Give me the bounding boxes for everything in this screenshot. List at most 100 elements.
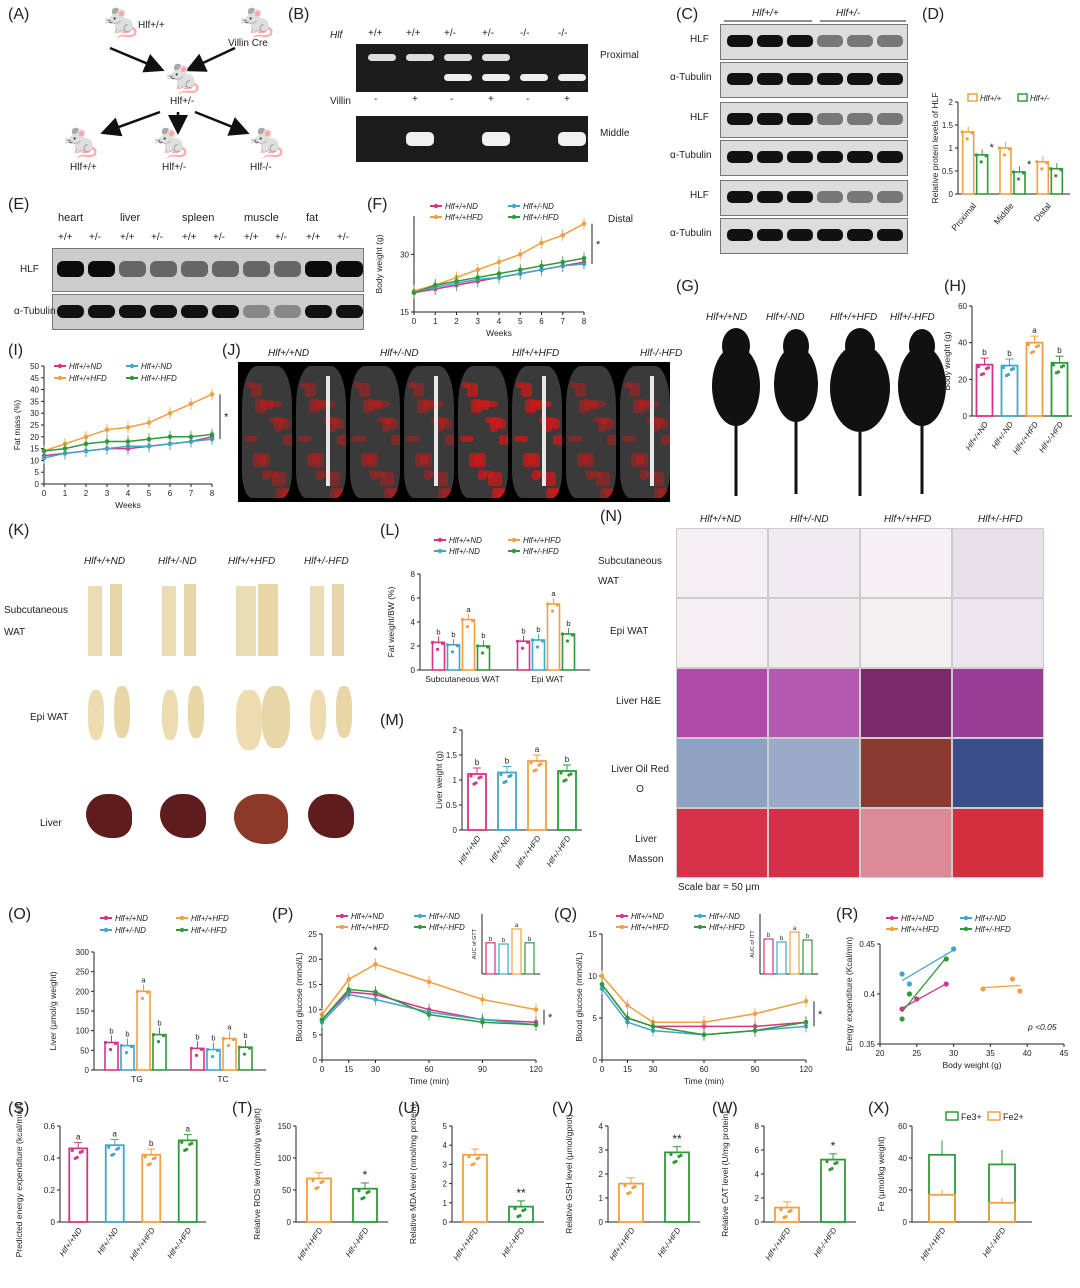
chart-q: 0 5 10 15 Blood glucose (mmol/L) 0 15 30 60 90 120…	[574, 912, 823, 1086]
y-tick-label: 0	[35, 480, 40, 489]
inset-bar	[511, 928, 522, 975]
spine	[542, 376, 546, 486]
y-axis-label: Relative ROS level (nmol/g weight)	[252, 1108, 262, 1240]
significance-star: *	[363, 1168, 368, 1182]
x-tick-label: Hlf+/+HFD	[128, 1226, 157, 1262]
data-dot	[129, 1045, 134, 1049]
data-dot	[183, 1148, 187, 1152]
legend-marker	[963, 915, 969, 921]
significance-letter: b	[1057, 346, 1062, 355]
fat-region	[296, 366, 304, 372]
data-point	[533, 1022, 539, 1028]
row-label: Subcutaneous WAT	[4, 605, 68, 638]
legend-label: Fe3+	[961, 1112, 982, 1122]
data-point	[752, 1011, 758, 1017]
fat-region	[478, 470, 486, 480]
histology-image	[952, 598, 1044, 668]
subcutaneous-wat	[332, 584, 344, 656]
fat-region	[431, 417, 448, 423]
legend-label: Hlf+/-HFD	[191, 926, 227, 935]
fat-region	[514, 436, 528, 442]
group-label: Hlf+/-	[836, 8, 861, 19]
data-point	[517, 267, 523, 273]
data-dot	[103, 1040, 108, 1045]
fat-region	[314, 400, 328, 410]
data-point	[188, 434, 194, 440]
gel-band	[482, 74, 510, 81]
legend-label: Hlf+/+ND	[445, 202, 478, 211]
significance-star: *	[548, 1012, 552, 1024]
legend-label: Hlf+/+ND	[115, 914, 148, 923]
y-tick-label: 0.2	[44, 1186, 56, 1195]
histology-image	[768, 528, 860, 598]
y-axis-label: Relative CAT level (U/mg protein)	[720, 1111, 730, 1237]
bar	[1013, 171, 1026, 195]
data-dot	[124, 1051, 129, 1055]
data-point	[426, 979, 432, 985]
fat-region	[262, 470, 270, 480]
legend-swatch	[987, 1111, 1001, 1121]
legend-marker	[417, 913, 423, 919]
y-tick-label: 25	[30, 421, 39, 430]
fat-region	[417, 399, 428, 413]
fat-region	[607, 435, 616, 445]
x-tick-label: Hlf-/-HFD	[344, 1226, 371, 1259]
y-tick-label: 15	[400, 308, 409, 317]
x-tick-label: TG	[131, 1074, 143, 1084]
y-tick-label: 200	[76, 987, 90, 996]
legend-label: Hlf+/-ND	[709, 912, 740, 921]
fat-region	[566, 366, 574, 372]
region-middle: Middle	[600, 128, 630, 139]
regression-line	[901, 949, 954, 982]
lane-genotype: +/-	[337, 232, 349, 243]
gene-label: Hlf	[330, 30, 343, 41]
fat-region	[413, 383, 424, 397]
region-distal: Distal	[608, 214, 634, 225]
y-tick-label: 20	[30, 433, 39, 442]
histology-image	[860, 668, 952, 738]
data-dot	[199, 1047, 204, 1051]
ct-label: Hlf+/+ND	[268, 348, 310, 359]
fat-region	[316, 470, 324, 480]
fat-region	[476, 400, 490, 410]
data-dot	[623, 1184, 627, 1188]
legend-marker	[889, 926, 895, 932]
x-tick-label: 7	[189, 489, 194, 498]
bar-fe2	[988, 1201, 1016, 1223]
legend-label: Hlf+/-ND	[449, 547, 480, 556]
p-value-note: p <0.05	[1027, 1022, 1057, 1032]
histology-image	[768, 598, 860, 668]
data-dot	[210, 1054, 215, 1059]
data-dot	[525, 640, 530, 644]
fat-region	[377, 417, 394, 423]
y-tick-label: 5	[593, 1014, 598, 1023]
fat-region	[389, 489, 400, 498]
legend-label: Hlf+/+HFD	[191, 914, 229, 923]
significance-letter: b	[566, 619, 570, 628]
blot-row-label: HLF	[690, 34, 709, 45]
blot-band	[727, 151, 753, 163]
x-tick-label: Hlf+/+HFD	[452, 1226, 481, 1262]
blot-band	[877, 73, 903, 85]
blot-band	[727, 113, 753, 125]
legend-swatch	[945, 1111, 959, 1121]
blot-band	[727, 35, 753, 47]
subcutaneous-wat	[110, 584, 122, 656]
data-point	[803, 1019, 809, 1025]
data-dot	[485, 645, 490, 649]
row-label: Liver Masson	[628, 834, 664, 865]
mouse-silhouettes	[712, 328, 946, 496]
fat-region	[337, 435, 346, 445]
data-dot	[247, 1046, 252, 1050]
data-dot	[143, 1155, 147, 1159]
data-dot	[502, 780, 506, 785]
histology-image	[860, 528, 952, 598]
fat-region	[647, 417, 664, 423]
fat-region	[305, 383, 316, 397]
significance-letter: a	[76, 1133, 81, 1142]
x-tick-label: Distal	[1032, 201, 1053, 224]
y-axis-label: Body weight (g)	[942, 331, 952, 390]
legend-label: Hlf+/-HFD	[523, 213, 559, 222]
